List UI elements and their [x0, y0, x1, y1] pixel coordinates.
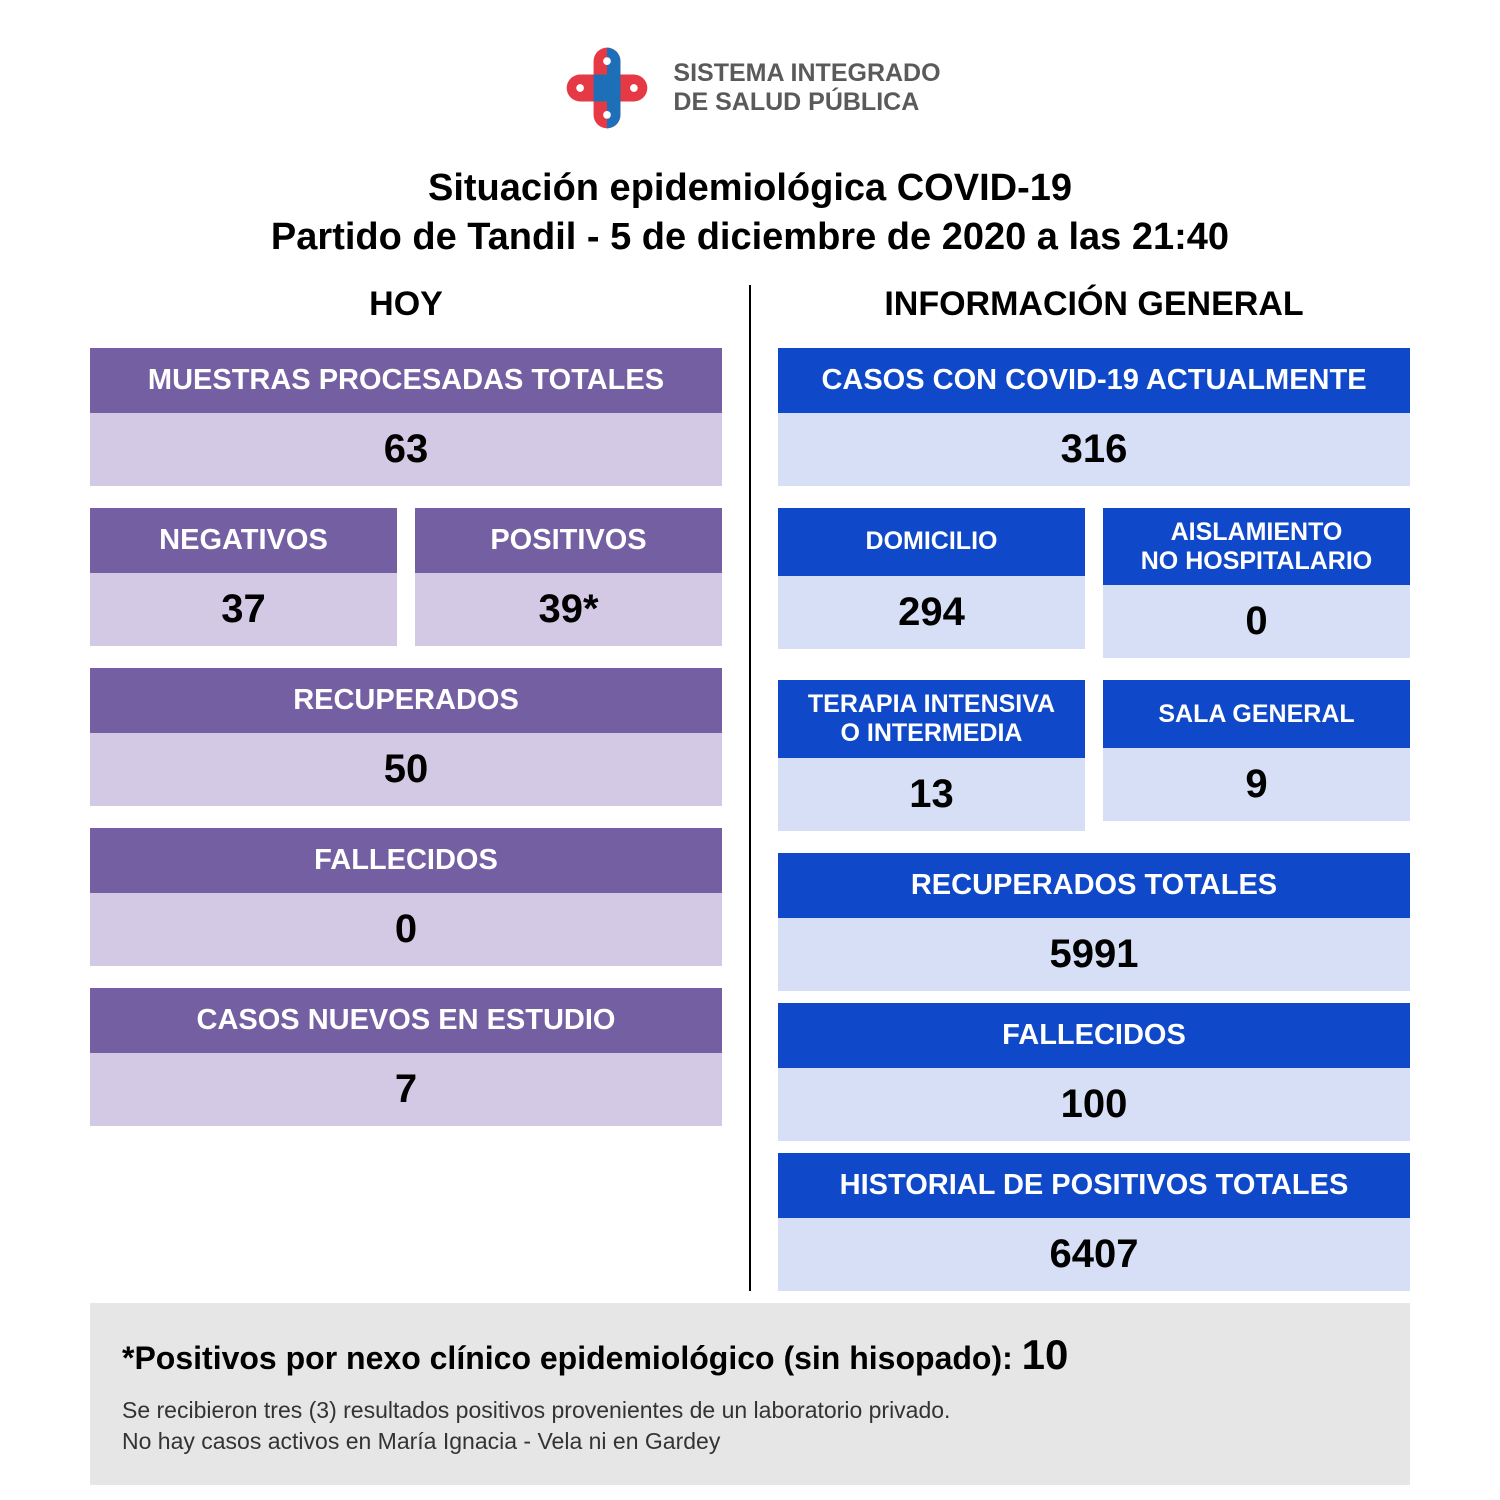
- value-recuperados-hoy: 50: [90, 733, 722, 806]
- value-aislamiento: 0: [1103, 585, 1410, 658]
- logo-row: SISTEMA INTEGRADO DE SALUD PÚBLICA: [90, 40, 1410, 136]
- value-positivos: 39*: [415, 573, 722, 646]
- value-terapia: 13: [778, 758, 1085, 831]
- box-fallecidos-tot: FALLECIDOS 100: [778, 1003, 1410, 1141]
- footer-sub2: No hay casos activos en María Ignacia - …: [122, 1426, 1378, 1457]
- pair-neg-pos: NEGATIVOS 37 POSITIVOS 39*: [90, 508, 722, 646]
- label-fallecidos-tot: FALLECIDOS: [778, 1003, 1410, 1068]
- label-recuperados-hoy: RECUPERADOS: [90, 668, 722, 733]
- title-line1: Situación epidemiológica COVID-19: [90, 164, 1410, 213]
- label-terapia: TERAPIA INTENSIVA O INTERMEDIA: [778, 680, 1085, 758]
- label-historial: HISTORIAL DE POSITIVOS TOTALES: [778, 1153, 1410, 1218]
- box-fallecidos-hoy: FALLECIDOS 0: [90, 828, 722, 966]
- label-sala: SALA GENERAL: [1103, 680, 1410, 748]
- value-sala: 9: [1103, 748, 1410, 821]
- label-aislamiento: AISLAMIENTO NO HOSPITALARIO: [1103, 508, 1410, 586]
- label-positivos: POSITIVOS: [415, 508, 722, 573]
- value-fallecidos-tot: 100: [778, 1068, 1410, 1141]
- value-actuales: 316: [778, 413, 1410, 486]
- columns: HOY MUESTRAS PROCESADAS TOTALES 63 NEGAT…: [90, 285, 1410, 1291]
- pair-dom-ais: DOMICILIO 294 AISLAMIENTO NO HOSPITALARI…: [778, 508, 1410, 659]
- box-domicilio: DOMICILIO 294: [778, 508, 1085, 659]
- health-cross-logo: [559, 40, 655, 136]
- title-line2: Partido de Tandil - 5 de diciembre de 20…: [90, 213, 1410, 262]
- label-actuales: CASOS CON COVID-19 ACTUALMENTE: [778, 348, 1410, 413]
- label-fallecidos-hoy: FALLECIDOS: [90, 828, 722, 893]
- box-terapia: TERAPIA INTENSIVA O INTERMEDIA 13: [778, 680, 1085, 831]
- col-title-general: INFORMACIÓN GENERAL: [778, 285, 1410, 324]
- value-historial: 6407: [778, 1218, 1410, 1291]
- value-domicilio: 294: [778, 576, 1085, 649]
- logo-text-line1: SISTEMA INTEGRADO: [673, 59, 940, 88]
- box-nuevos: CASOS NUEVOS EN ESTUDIO 7: [90, 988, 722, 1126]
- label-muestras: MUESTRAS PROCESADAS TOTALES: [90, 348, 722, 413]
- box-historial: HISTORIAL DE POSITIVOS TOTALES 6407: [778, 1153, 1410, 1291]
- col-title-today: HOY: [90, 285, 722, 324]
- footer-main: *Positivos por nexo clínico epidemiológi…: [122, 1331, 1378, 1379]
- value-nuevos: 7: [90, 1053, 722, 1126]
- value-negativos: 37: [90, 573, 397, 646]
- box-muestras: MUESTRAS PROCESADAS TOTALES 63: [90, 348, 722, 486]
- footer-main-prefix: *Positivos por nexo clínico epidemiológi…: [122, 1340, 1022, 1376]
- box-positivos: POSITIVOS 39*: [415, 508, 722, 646]
- column-divider: [749, 285, 751, 1291]
- footer-main-value: 10: [1022, 1331, 1069, 1378]
- label-recuperados-tot: RECUPERADOS TOTALES: [778, 853, 1410, 918]
- value-recuperados-tot: 5991: [778, 918, 1410, 991]
- box-actuales: CASOS CON COVID-19 ACTUALMENTE 316: [778, 348, 1410, 486]
- box-aislamiento: AISLAMIENTO NO HOSPITALARIO 0: [1103, 508, 1410, 659]
- box-recuperados-tot: RECUPERADOS TOTALES 5991: [778, 853, 1410, 991]
- box-negativos: NEGATIVOS 37: [90, 508, 397, 646]
- logo-text: SISTEMA INTEGRADO DE SALUD PÚBLICA: [673, 59, 940, 117]
- pair-ter-sala: TERAPIA INTENSIVA O INTERMEDIA 13 SALA G…: [778, 680, 1410, 831]
- footer-sub1: Se recibieron tres (3) resultados positi…: [122, 1395, 1378, 1426]
- col-today: HOY MUESTRAS PROCESADAS TOTALES 63 NEGAT…: [90, 285, 750, 1291]
- value-muestras: 63: [90, 413, 722, 486]
- logo-text-line2: DE SALUD PÚBLICA: [673, 88, 940, 117]
- label-negativos: NEGATIVOS: [90, 508, 397, 573]
- value-fallecidos-hoy: 0: [90, 893, 722, 966]
- col-general: INFORMACIÓN GENERAL CASOS CON COVID-19 A…: [750, 285, 1410, 1291]
- title-block: Situación epidemiológica COVID-19 Partid…: [90, 164, 1410, 263]
- footer-note: *Positivos por nexo clínico epidemiológi…: [90, 1303, 1410, 1485]
- label-nuevos: CASOS NUEVOS EN ESTUDIO: [90, 988, 722, 1053]
- box-sala: SALA GENERAL 9: [1103, 680, 1410, 831]
- label-domicilio: DOMICILIO: [778, 508, 1085, 576]
- box-recuperados-hoy: RECUPERADOS 50: [90, 668, 722, 806]
